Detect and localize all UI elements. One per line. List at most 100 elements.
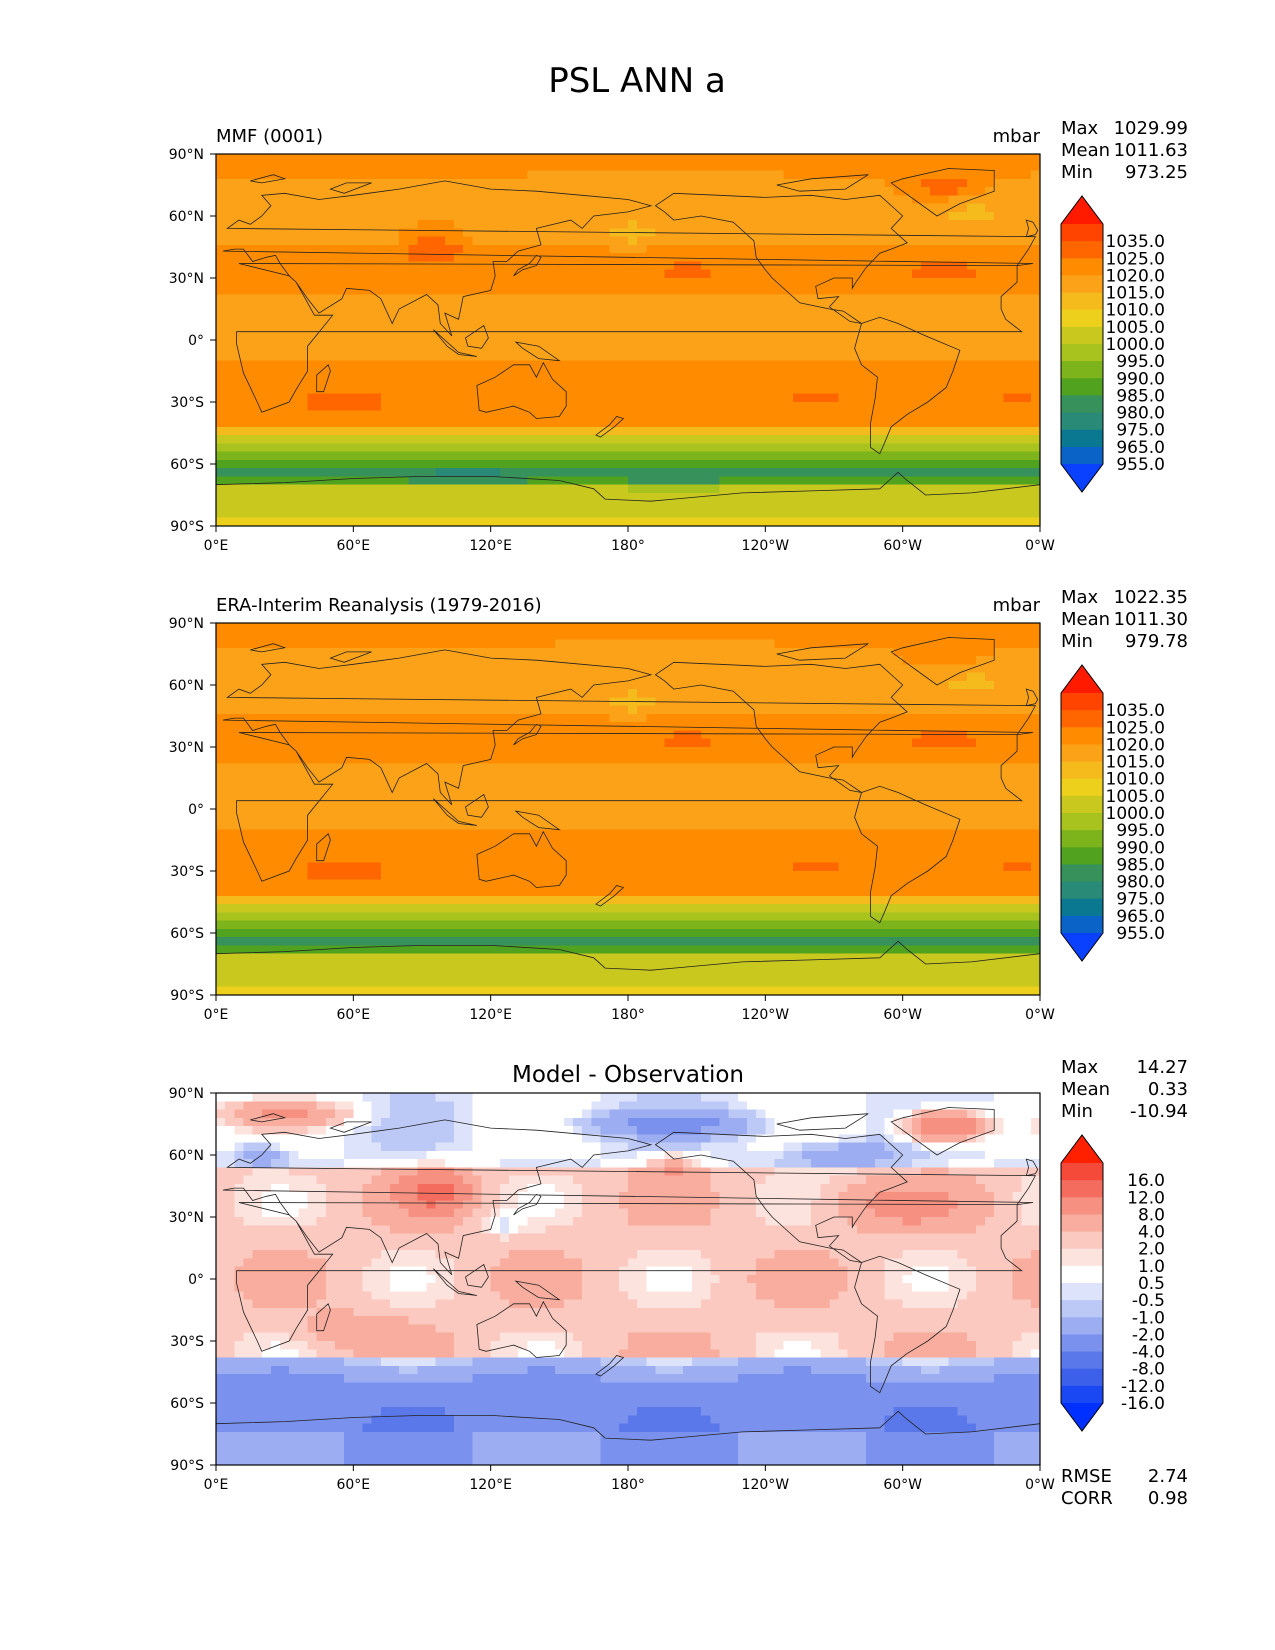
x-tick-label: 0°E bbox=[204, 1477, 229, 1493]
y-tick-label: 30°S bbox=[170, 395, 204, 411]
stat-label: Min bbox=[1061, 631, 1093, 652]
y-tick-label: 90°S bbox=[170, 519, 204, 535]
y-tick-label: 30°S bbox=[170, 1334, 204, 1350]
x-tick-label: 180° bbox=[611, 1007, 645, 1023]
colorbar-label: 1015.0 bbox=[1106, 284, 1165, 304]
stat-label: Max bbox=[1061, 1057, 1099, 1078]
colorbar-label: 965.0 bbox=[1116, 438, 1165, 458]
x-tick-label: 0°W bbox=[1025, 1477, 1055, 1493]
colorbar-segment bbox=[1061, 1368, 1103, 1387]
colorbar-label: 1010.0 bbox=[1106, 770, 1165, 790]
y-tick-label: 0° bbox=[188, 1272, 204, 1288]
colorbar-segment bbox=[1061, 258, 1103, 276]
y-tick-label: 30°N bbox=[169, 1210, 204, 1226]
colorbar-label: 985.0 bbox=[1116, 855, 1165, 875]
colorbar-segment bbox=[1061, 1231, 1103, 1250]
colorbar-label: 1000.0 bbox=[1106, 804, 1165, 824]
x-tick-label: 180° bbox=[611, 1477, 645, 1493]
colorbar-segment bbox=[1061, 864, 1103, 883]
stat-label: Mean bbox=[1061, 140, 1110, 161]
stat-label: Max bbox=[1061, 118, 1099, 139]
colorbar-extend-top bbox=[1061, 1135, 1103, 1163]
colorbar-segment bbox=[1061, 378, 1103, 396]
colorbar-label: -16.0 bbox=[1121, 1394, 1165, 1414]
y-tick-label: 90°N bbox=[169, 1086, 204, 1102]
stat-value: 979.78 bbox=[1125, 631, 1188, 652]
colorbar-segment bbox=[1061, 344, 1103, 362]
y-tick-label: 60°N bbox=[169, 678, 204, 694]
stat-value: 14.27 bbox=[1136, 1057, 1188, 1078]
colorbar-segment bbox=[1061, 1248, 1103, 1267]
colorbar-label: 980.0 bbox=[1116, 873, 1165, 893]
colorbar-extend-top bbox=[1061, 196, 1103, 224]
y-tick-label: 90°S bbox=[170, 988, 204, 1004]
colorbar-label: 2.0 bbox=[1138, 1240, 1165, 1260]
x-tick-label: 120°W bbox=[742, 538, 790, 554]
colorbar: 1035.01025.01020.01015.01010.01005.01000… bbox=[1060, 664, 1165, 962]
colorbar-label: 1005.0 bbox=[1106, 318, 1165, 338]
colorbar-segment bbox=[1061, 847, 1103, 865]
colorbar-segment bbox=[1061, 241, 1103, 259]
colorbar-segment bbox=[1061, 881, 1103, 900]
units-label: mbar bbox=[993, 595, 1041, 616]
colorbar-segment bbox=[1061, 1283, 1103, 1301]
colorbar-label: 1020.0 bbox=[1106, 735, 1165, 755]
x-tick-label: 60°W bbox=[883, 1007, 922, 1023]
coastlines bbox=[216, 637, 1040, 995]
stat-label: Min bbox=[1061, 162, 1093, 183]
colorbar-label: 990.0 bbox=[1116, 369, 1165, 389]
colorbar-label: 1005.0 bbox=[1106, 787, 1165, 807]
colorbar-label: -4.0 bbox=[1132, 1343, 1165, 1363]
colorbar-label: 975.0 bbox=[1116, 421, 1165, 441]
colorbar-label: 1000.0 bbox=[1106, 335, 1165, 355]
y-tick-label: 0° bbox=[188, 333, 204, 349]
colorbar-segment bbox=[1061, 1163, 1103, 1181]
stat-value: 1022.35 bbox=[1114, 587, 1188, 608]
colorbar-label: 1025.0 bbox=[1106, 718, 1165, 738]
colorbar-label: 995.0 bbox=[1116, 821, 1165, 841]
stat-value: 2.74 bbox=[1148, 1466, 1188, 1487]
colorbar-extend-bottom bbox=[1061, 464, 1103, 492]
stat-value: 1011.30 bbox=[1114, 609, 1188, 630]
colorbar-label: -0.5 bbox=[1132, 1291, 1165, 1311]
colorbar-label: 1035.0 bbox=[1106, 232, 1165, 252]
stat-value: 0.33 bbox=[1148, 1079, 1188, 1100]
colorbar-outline bbox=[1060, 664, 1104, 962]
x-tick-label: 120°E bbox=[469, 1007, 512, 1023]
colorbar-label: 965.0 bbox=[1116, 907, 1165, 927]
colorbar-segment bbox=[1061, 1180, 1103, 1198]
y-tick-label: 0° bbox=[188, 802, 204, 818]
colorbar-label: 8.0 bbox=[1138, 1205, 1165, 1225]
coastlines bbox=[216, 168, 1040, 526]
colorbar-label: 1015.0 bbox=[1106, 753, 1165, 773]
colorbar-segment bbox=[1061, 1197, 1103, 1215]
panel-title: ERA-Interim Reanalysis (1979-2016) bbox=[216, 595, 542, 616]
colorbar-segment bbox=[1061, 429, 1103, 448]
y-tick-label: 90°N bbox=[169, 147, 204, 163]
colorbar-outline bbox=[1060, 195, 1104, 493]
colorbar: 1035.01025.01020.01015.01010.01005.01000… bbox=[1060, 195, 1165, 493]
colorbar-label: 980.0 bbox=[1116, 404, 1165, 424]
colorbar-segment bbox=[1061, 361, 1103, 379]
x-tick-label: 60°W bbox=[883, 1477, 922, 1493]
stat-label: Max bbox=[1061, 587, 1099, 608]
colorbar-label: 16.0 bbox=[1127, 1171, 1165, 1191]
stat-label: Mean bbox=[1061, 1079, 1110, 1100]
colorbar-segment bbox=[1061, 395, 1103, 414]
colorbar-segment bbox=[1061, 275, 1103, 294]
colorbar-extend-bottom bbox=[1061, 1403, 1103, 1431]
panel-3: 90°N 60°N 30°N 0° 30°S 60°S 90°S0°E 60°E 120°E 18… bbox=[169, 1057, 1188, 1509]
colorbar-segment bbox=[1061, 1317, 1103, 1335]
x-tick-label: 0°E bbox=[204, 1007, 229, 1023]
colorbar-segment bbox=[1061, 1265, 1103, 1284]
y-tick-label: 60°N bbox=[169, 209, 204, 225]
stat-label: RMSE bbox=[1061, 1466, 1112, 1487]
x-tick-label: 0°W bbox=[1025, 1007, 1055, 1023]
colorbar-segment bbox=[1061, 795, 1103, 814]
x-tick-label: 0°E bbox=[204, 538, 229, 554]
colorbar-label: -12.0 bbox=[1121, 1377, 1165, 1397]
colorbar-label: -8.0 bbox=[1132, 1360, 1165, 1380]
x-tick-label: 120°W bbox=[742, 1007, 790, 1023]
colorbar-segment bbox=[1061, 727, 1103, 745]
